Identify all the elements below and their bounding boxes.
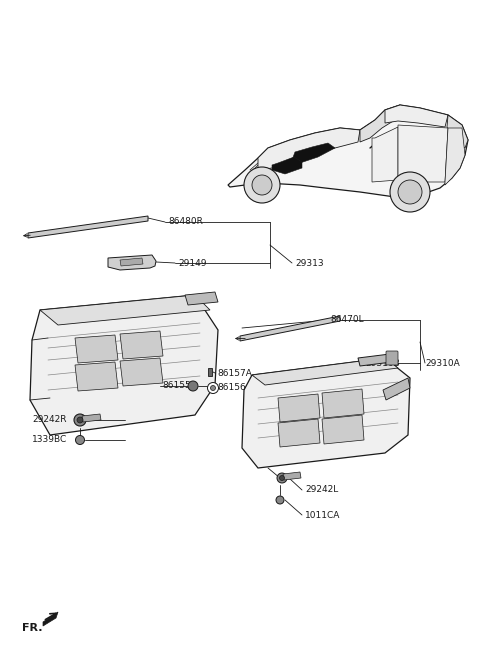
Circle shape xyxy=(74,414,86,426)
Circle shape xyxy=(77,417,83,423)
Polygon shape xyxy=(40,295,210,325)
Polygon shape xyxy=(240,316,340,341)
Polygon shape xyxy=(398,125,448,182)
Circle shape xyxy=(279,476,285,480)
Text: 86157A: 86157A xyxy=(217,369,252,377)
Circle shape xyxy=(244,167,280,203)
Polygon shape xyxy=(360,105,400,142)
Polygon shape xyxy=(120,258,143,266)
Polygon shape xyxy=(252,358,398,385)
Polygon shape xyxy=(278,394,320,422)
Text: 1339BC: 1339BC xyxy=(32,436,67,445)
Polygon shape xyxy=(43,612,58,626)
Text: 86156: 86156 xyxy=(217,384,246,392)
Polygon shape xyxy=(258,128,360,170)
Polygon shape xyxy=(75,362,118,391)
Polygon shape xyxy=(108,255,156,270)
Polygon shape xyxy=(372,127,398,182)
Polygon shape xyxy=(358,354,392,366)
Polygon shape xyxy=(322,389,364,418)
Polygon shape xyxy=(272,157,302,174)
Text: 1011CA: 1011CA xyxy=(305,510,340,520)
Circle shape xyxy=(75,436,84,445)
Polygon shape xyxy=(120,358,163,386)
Text: FR.: FR. xyxy=(22,623,43,633)
Polygon shape xyxy=(82,414,101,422)
Polygon shape xyxy=(385,105,448,127)
Polygon shape xyxy=(292,143,335,163)
Circle shape xyxy=(211,386,216,390)
Polygon shape xyxy=(383,378,410,400)
Bar xyxy=(208,368,212,376)
Polygon shape xyxy=(278,419,320,447)
Polygon shape xyxy=(445,128,465,185)
Polygon shape xyxy=(28,216,148,238)
FancyBboxPatch shape xyxy=(386,351,398,365)
Text: 29310A: 29310A xyxy=(425,358,460,367)
Text: 86480R: 86480R xyxy=(168,218,203,226)
Polygon shape xyxy=(228,105,468,197)
Text: 86470L: 86470L xyxy=(330,316,364,325)
Text: 86155: 86155 xyxy=(162,382,191,390)
Polygon shape xyxy=(283,472,301,480)
Polygon shape xyxy=(322,415,364,444)
Text: 29242R: 29242R xyxy=(32,415,67,424)
Polygon shape xyxy=(242,358,410,468)
Polygon shape xyxy=(30,295,218,435)
Text: 29149: 29149 xyxy=(178,258,206,268)
Circle shape xyxy=(207,382,218,394)
Circle shape xyxy=(390,172,430,212)
Polygon shape xyxy=(120,331,163,359)
Circle shape xyxy=(277,473,287,483)
Polygon shape xyxy=(185,292,218,305)
Circle shape xyxy=(252,175,272,195)
Circle shape xyxy=(276,496,284,504)
Circle shape xyxy=(188,381,198,391)
Text: 29313: 29313 xyxy=(295,258,324,268)
Text: 29242L: 29242L xyxy=(305,485,338,495)
Text: 29310B: 29310B xyxy=(365,358,400,367)
Circle shape xyxy=(398,180,422,204)
Polygon shape xyxy=(75,335,118,363)
Polygon shape xyxy=(447,115,468,148)
